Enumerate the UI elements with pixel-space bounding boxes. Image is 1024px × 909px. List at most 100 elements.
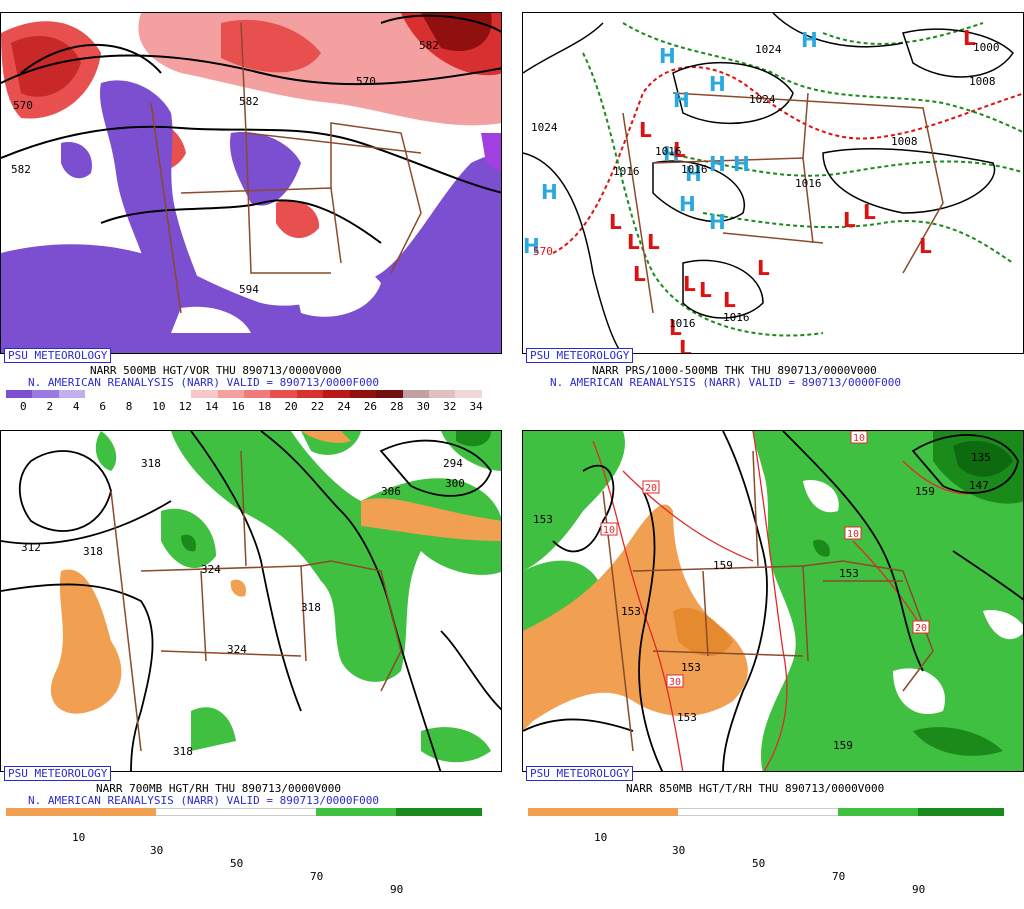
isobar-label: 1000 bbox=[973, 41, 1000, 54]
colorbar bbox=[6, 390, 482, 398]
low-pressure-marker: L bbox=[639, 118, 652, 142]
colorbar-swatch bbox=[455, 390, 482, 398]
contour-label: 159 bbox=[833, 739, 853, 752]
isobar-label: 1016 bbox=[795, 177, 822, 190]
map-850mb-temp-rh: 153 153 159 153 153 159 153 135 147 159 … bbox=[522, 430, 1024, 772]
psu-meteorology-badge: PSU METEOROLOGY bbox=[526, 348, 634, 363]
colorbar-swatch bbox=[58, 390, 86, 398]
psu-meteorology-badge: PSU METEOROLOGY bbox=[4, 348, 112, 363]
high-pressure-marker: H bbox=[709, 72, 726, 96]
temperature-label: 10 bbox=[847, 529, 859, 540]
contour-label: 294 bbox=[443, 457, 463, 470]
colorbar bbox=[528, 808, 1004, 816]
colorbar-tick: 26 bbox=[363, 400, 378, 413]
colorbar bbox=[6, 808, 482, 816]
panel-header: NARR 850MB HGT/T/RH THU 890713/0000V000 bbox=[626, 782, 885, 795]
isobar-label: 1008 bbox=[891, 135, 918, 148]
contour-label: 570 bbox=[13, 99, 33, 112]
high-pressure-marker: H bbox=[673, 88, 690, 112]
contour-label: 318 bbox=[141, 457, 161, 470]
colorbar-swatch bbox=[429, 390, 456, 398]
map-700mb-rh: 318 312 318 324 318 324 306 294 300 318 bbox=[0, 430, 502, 772]
colorbar-tick: 24 bbox=[337, 400, 351, 413]
panel-500mb-vorticity: 570 582 582 570 594 582 PSU METEOROLOGY … bbox=[0, 12, 502, 413]
contour-label: 582 bbox=[11, 163, 31, 176]
high-pressure-marker: H bbox=[801, 28, 818, 52]
colorbar-swatch bbox=[6, 390, 33, 398]
temperature-label: 10 bbox=[603, 525, 615, 536]
colorbar-swatch bbox=[217, 390, 244, 398]
isobar-label: 1024 bbox=[749, 93, 776, 106]
isobar-label: 1016 bbox=[655, 145, 682, 158]
contour-label: 135 bbox=[971, 451, 991, 464]
low-pressure-marker: L bbox=[863, 200, 876, 224]
colorbar-tick: 50 bbox=[230, 857, 244, 870]
colorbar-tick: 30 bbox=[150, 844, 164, 857]
isobar-label: 1016 bbox=[681, 163, 708, 176]
colorbar-swatch bbox=[243, 390, 271, 398]
low-pressure-marker: L bbox=[683, 272, 696, 296]
colorbar-tick: 30 bbox=[672, 844, 686, 857]
colorbar-tick: 20 bbox=[284, 400, 298, 413]
psu-meteorology-badge: PSU METEOROLOGY bbox=[526, 766, 634, 781]
panel-header: NARR 500MB HGT/VOR THU 890713/0000V000 bbox=[90, 364, 342, 377]
colorbar-tick: 70 bbox=[310, 870, 324, 883]
low-pressure-marker: L bbox=[723, 288, 736, 312]
isobar-label: 1016 bbox=[613, 165, 640, 178]
colorbar-ticks: 10 30 50 70 90 bbox=[0, 818, 502, 909]
high-pressure-marker: H bbox=[541, 180, 558, 204]
colorbar-tick: 50 bbox=[752, 857, 766, 870]
low-pressure-marker: L bbox=[669, 316, 682, 340]
colorbar-swatch bbox=[296, 390, 324, 398]
colorbar-tick: 12 bbox=[178, 400, 192, 413]
colorbar-swatch bbox=[376, 390, 403, 398]
contour-label: 147 bbox=[969, 479, 989, 492]
high-pressure-marker: H bbox=[709, 210, 726, 234]
contour-label: 159 bbox=[713, 559, 733, 572]
isobar-label: 1008 bbox=[969, 75, 996, 88]
temperature-label-box bbox=[850, 431, 868, 444]
colorbar-swatch bbox=[85, 390, 112, 398]
colorbar-tick: 34 bbox=[469, 400, 483, 413]
contour-label: 582 bbox=[419, 39, 439, 52]
colorbar-swatch bbox=[349, 390, 377, 398]
colorbar-tick: 18 bbox=[258, 400, 272, 413]
contour-label: 318 bbox=[301, 601, 321, 614]
colorbar-tick: 6 bbox=[99, 400, 106, 413]
colorbar-tick: 10 bbox=[152, 400, 166, 413]
colorbar-tick: 14 bbox=[205, 400, 219, 413]
contour-label: 594 bbox=[239, 283, 259, 296]
map-850mb-svg: 153 153 159 153 153 159 153 135 147 159 … bbox=[523, 431, 1023, 771]
low-pressure-marker: L bbox=[757, 256, 770, 280]
low-pressure-marker: L bbox=[633, 262, 646, 286]
low-pressure-marker: L bbox=[919, 234, 932, 258]
high-pressure-marker: H bbox=[659, 44, 676, 68]
colorbar-tick: 10 bbox=[72, 831, 86, 844]
temperature-label-box bbox=[666, 674, 684, 688]
low-pressure-marker: L bbox=[627, 230, 640, 254]
low-pressure-marker: L bbox=[673, 138, 686, 162]
contour-label: 159 bbox=[915, 485, 935, 498]
colorbar-tick: 10 bbox=[594, 831, 608, 844]
colorbar-swatch bbox=[191, 390, 218, 398]
colorbar-tick: 0 bbox=[20, 400, 27, 413]
low-pressure-marker: L bbox=[647, 230, 660, 254]
isobar-label: 1024 bbox=[755, 43, 782, 56]
contour-label: 153 bbox=[677, 711, 697, 724]
colorbar-tick: 90 bbox=[912, 883, 926, 896]
panel-header: NARR 700MB HGT/RH THU 890713/0000V000 bbox=[96, 782, 342, 795]
temperature-label-box bbox=[912, 620, 930, 634]
temperature-label-box bbox=[844, 526, 862, 540]
colorbar-tick: 32 bbox=[443, 400, 457, 413]
high-pressure-marker: H bbox=[523, 234, 540, 258]
contour-label: 153 bbox=[621, 605, 641, 618]
low-pressure-marker: L bbox=[963, 26, 976, 50]
isobar-label: 1016 bbox=[723, 311, 750, 324]
low-pressure-marker: L bbox=[699, 278, 712, 302]
contour-label: 570 bbox=[356, 75, 376, 88]
panel-header: NARR PRS/1000-500MB THK THU 890713/0000V… bbox=[592, 364, 877, 377]
colorbar-swatch bbox=[323, 390, 350, 398]
colorbar-swatch bbox=[164, 390, 192, 398]
